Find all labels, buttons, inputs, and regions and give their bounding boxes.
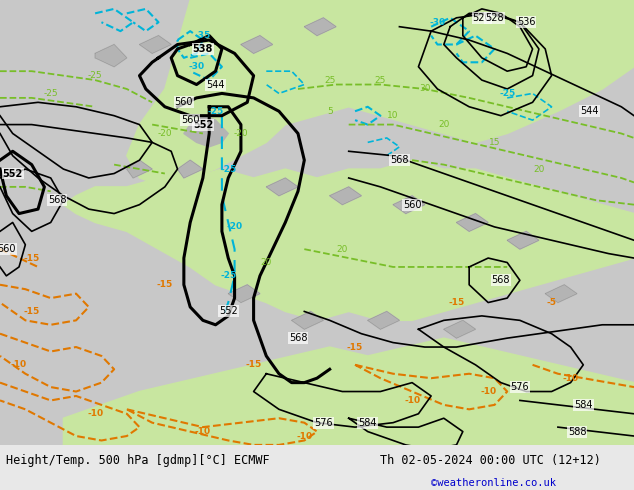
Polygon shape (184, 116, 228, 147)
Polygon shape (330, 187, 361, 205)
Text: 10: 10 (387, 111, 399, 120)
Text: -10: -10 (195, 427, 211, 436)
Polygon shape (266, 178, 298, 196)
Text: 544: 544 (580, 106, 599, 116)
Text: -10: -10 (87, 409, 103, 418)
Text: -5: -5 (547, 298, 557, 307)
Text: 25: 25 (375, 75, 386, 85)
Text: 20: 20 (337, 245, 348, 254)
Text: 568: 568 (491, 275, 510, 285)
Text: -15: -15 (23, 253, 40, 263)
Text: 560: 560 (174, 98, 193, 107)
Text: 20: 20 (438, 120, 450, 129)
Text: 576: 576 (510, 382, 529, 392)
Text: -10: -10 (404, 396, 420, 405)
Text: -25: -25 (87, 71, 103, 80)
Text: -15: -15 (23, 307, 40, 316)
Text: 536: 536 (517, 17, 536, 27)
Text: -25: -25 (220, 165, 236, 173)
Text: 544: 544 (206, 79, 225, 90)
Text: 5: 5 (327, 107, 333, 116)
Text: 560: 560 (0, 244, 16, 254)
Text: -15: -15 (347, 343, 363, 351)
Text: -10: -10 (562, 374, 579, 383)
Text: -10: -10 (11, 360, 27, 369)
Text: 576: 576 (314, 417, 333, 428)
Text: Height/Temp. 500 hPa [gdmp][°C] ECMWF: Height/Temp. 500 hPa [gdmp][°C] ECMWF (6, 454, 270, 467)
Text: 568: 568 (390, 155, 409, 165)
Polygon shape (241, 36, 273, 53)
Text: -15: -15 (245, 360, 262, 369)
Text: 25: 25 (324, 75, 335, 85)
Text: 552: 552 (193, 120, 213, 129)
Polygon shape (63, 338, 634, 445)
Text: 560: 560 (403, 199, 422, 210)
Text: 15: 15 (489, 138, 500, 147)
Text: -10: -10 (296, 432, 313, 441)
Text: -30: -30 (188, 62, 205, 71)
Text: 552: 552 (219, 306, 238, 317)
Polygon shape (63, 160, 634, 320)
Polygon shape (139, 36, 171, 53)
Text: 584: 584 (358, 417, 377, 428)
Text: 568: 568 (288, 333, 307, 343)
Polygon shape (304, 18, 336, 36)
Text: ©weatheronline.co.uk: ©weatheronline.co.uk (431, 478, 556, 488)
Polygon shape (456, 214, 488, 231)
Polygon shape (127, 0, 634, 187)
Polygon shape (95, 45, 127, 67)
Text: -20: -20 (233, 129, 249, 138)
Text: -30: -30 (429, 18, 446, 27)
Text: -25: -25 (220, 271, 236, 280)
Text: 528: 528 (485, 13, 504, 23)
Text: -10: -10 (480, 387, 496, 396)
Text: 552: 552 (3, 169, 23, 178)
Text: -20: -20 (226, 222, 243, 231)
Text: -25: -25 (43, 89, 58, 98)
Text: 588: 588 (567, 427, 586, 437)
Text: -25: -25 (207, 107, 224, 116)
Text: 584: 584 (574, 400, 593, 410)
Polygon shape (127, 160, 152, 178)
Text: -15: -15 (448, 298, 465, 307)
Polygon shape (444, 320, 476, 338)
Text: 520: 520 (472, 13, 491, 23)
Text: 20: 20 (533, 165, 545, 173)
Polygon shape (292, 312, 323, 329)
Polygon shape (368, 312, 399, 329)
Text: -15: -15 (157, 280, 173, 289)
Text: 30: 30 (419, 84, 430, 94)
Text: 560: 560 (181, 115, 200, 125)
Text: 538: 538 (193, 44, 213, 54)
Polygon shape (228, 285, 260, 302)
Text: Th 02-05-2024 00:00 UTC (12+12): Th 02-05-2024 00:00 UTC (12+12) (380, 454, 601, 467)
Text: -35: -35 (195, 31, 211, 40)
Text: -25: -25 (499, 89, 515, 98)
Text: 568: 568 (48, 195, 67, 205)
Polygon shape (507, 231, 539, 249)
Polygon shape (393, 196, 425, 214)
Polygon shape (545, 285, 577, 302)
Text: -20: -20 (157, 129, 172, 138)
Polygon shape (178, 160, 203, 178)
Text: 20: 20 (261, 258, 272, 267)
